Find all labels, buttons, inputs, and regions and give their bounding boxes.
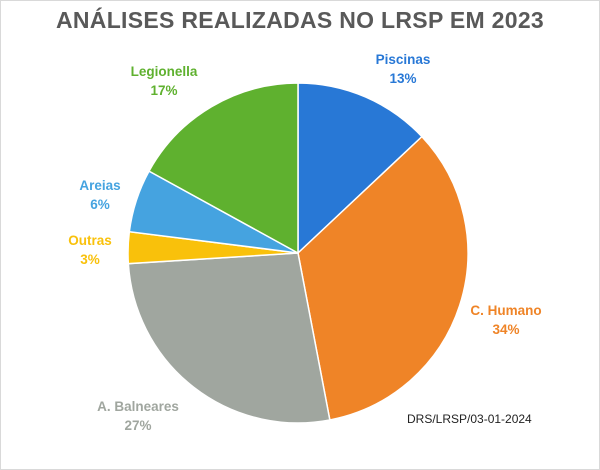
pie-slice-a-balneares: [127, 252, 331, 424]
slice-value-piscinas: 13%: [389, 71, 416, 86]
source-note: DRS/LRSP/03-01-2024: [407, 412, 532, 426]
slice-value-a-balneares: 27%: [124, 418, 151, 433]
pie-slice-legionella: [148, 82, 299, 255]
slice-value-outras: 3%: [80, 252, 100, 267]
pie-slice-piscinas: [297, 82, 423, 255]
slice-label-areias: Areias: [79, 178, 120, 193]
slice-value-legionella: 17%: [150, 83, 177, 98]
slice-label-c-humano: C. Humano: [470, 303, 541, 318]
slice-label-piscinas: Piscinas: [376, 52, 431, 67]
slice-value-c-humano: 34%: [492, 322, 519, 337]
pie-slice-c-humano: [297, 135, 469, 421]
chart-title: ANÁLISES REALIZADAS NO LRSP EM 2023: [55, 7, 545, 33]
slice-label-a-balneares: A. Balneares: [97, 399, 179, 414]
slice-label-legionella: Legionella: [131, 64, 198, 79]
slice-label-outras: Outras: [68, 233, 112, 248]
slice-value-areias: 6%: [90, 197, 110, 212]
